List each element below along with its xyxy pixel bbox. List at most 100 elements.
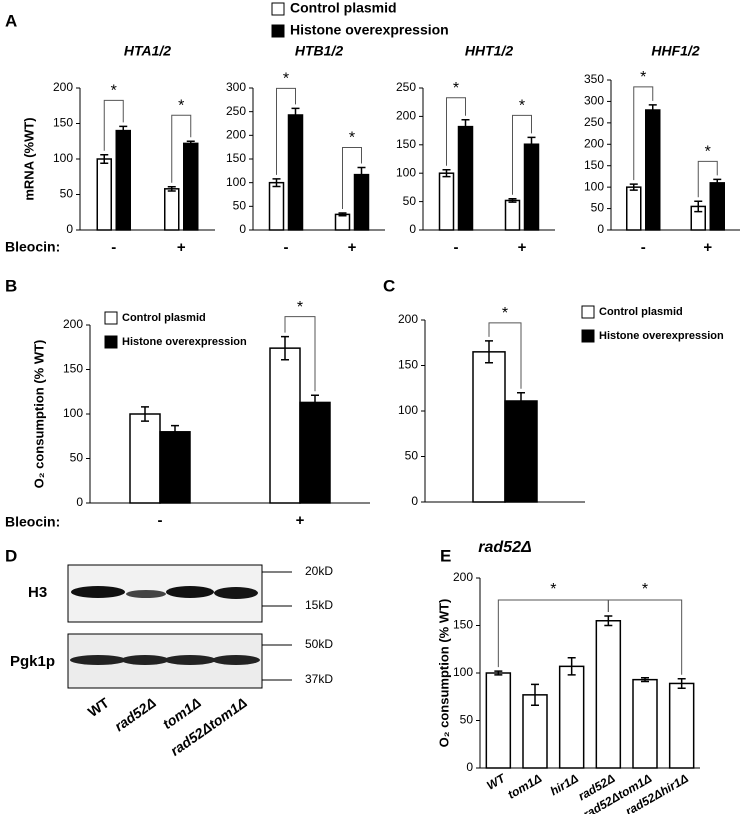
significance-bracket	[633, 86, 654, 181]
legend-label: Control plasmid	[290, 0, 397, 16]
significance-label: *	[642, 581, 648, 598]
error-bar	[517, 392, 525, 410]
marker-label: 20kD	[305, 564, 333, 578]
significance-bracket	[497, 599, 609, 668]
bar	[522, 694, 548, 769]
band	[71, 586, 125, 598]
y-tick-label: 100	[53, 151, 73, 165]
bar	[438, 172, 455, 231]
significance-label: *	[453, 80, 459, 97]
error-bar	[694, 200, 703, 213]
x-tick-label: -	[641, 239, 646, 256]
y-tick-label: 150	[453, 618, 473, 632]
bar	[129, 413, 161, 504]
legend-swatch	[581, 329, 595, 343]
x-axis-label: Bleocin:	[5, 239, 60, 255]
bar	[523, 143, 540, 231]
chart-title: HHT1/2	[465, 43, 513, 59]
significance-bracket	[607, 599, 683, 675]
y-tick-label: 100	[584, 179, 604, 193]
y-tick-label: 150	[63, 362, 83, 376]
blot-label: Pgk1p	[10, 653, 55, 670]
y-tick-label: 150	[53, 116, 73, 130]
bar	[485, 672, 512, 769]
error-bar	[272, 178, 281, 188]
significance-label: *	[283, 71, 289, 88]
error-bar	[677, 677, 686, 689]
error-bar	[567, 657, 576, 676]
y-tick-label: 150	[584, 158, 604, 172]
y-tick-label: 200	[63, 317, 83, 331]
bar	[472, 351, 506, 503]
y-tick-label: 0	[597, 222, 604, 236]
y-tick-label: 250	[396, 80, 416, 94]
x-tick-label: +	[348, 239, 357, 256]
band	[166, 586, 214, 598]
error-bar	[713, 178, 722, 188]
significance-label: *	[519, 98, 525, 115]
error-bar	[100, 153, 109, 165]
y-tick-label: 100	[63, 406, 83, 420]
bar	[159, 431, 191, 504]
legend-label: Control plasmid	[122, 312, 206, 324]
y-tick-label: 200	[584, 136, 604, 150]
chart-title: HTA1/2	[124, 43, 171, 59]
x-tick-label: -	[284, 239, 289, 256]
bar	[558, 665, 585, 769]
chart-title: HHF1/2	[651, 43, 699, 59]
legend-swatch	[104, 311, 118, 325]
panel-label: A	[5, 11, 17, 30]
bar	[457, 125, 474, 231]
bar	[504, 400, 538, 503]
bar	[353, 173, 370, 231]
lane-label: rad52Δ	[111, 694, 158, 734]
significance-label: *	[349, 130, 355, 147]
legend-label: Histone overexpression	[122, 336, 247, 348]
y-tick-label: 200	[226, 128, 246, 142]
x-tick-label: +	[177, 239, 186, 256]
legend-label: Control plasmid	[599, 306, 683, 318]
error-bar	[485, 340, 493, 364]
marker-label: 15kD	[305, 598, 333, 612]
error-bar	[141, 406, 149, 422]
legend-swatch	[581, 305, 595, 319]
band	[212, 655, 260, 665]
bar	[115, 129, 131, 231]
bar	[268, 181, 285, 231]
bar	[164, 188, 180, 231]
error-bar	[291, 107, 300, 123]
bar	[668, 682, 695, 769]
significance-label: *	[178, 97, 184, 114]
x-axis-label: Bleocin:	[5, 514, 60, 530]
y-tick-label: 100	[398, 403, 418, 417]
y-tick-label: 100	[453, 665, 473, 679]
y-tick-label: 50	[405, 449, 419, 463]
y-tick-label: 150	[226, 151, 246, 165]
significance-bracket	[342, 147, 362, 209]
y-tick-label: 300	[584, 94, 604, 108]
y-tick-label: 50	[60, 187, 74, 201]
error-bar	[648, 104, 657, 116]
x-tick-label: -	[111, 239, 116, 256]
x-tick-label: hir1Δ	[548, 771, 581, 798]
error-bar	[461, 119, 470, 135]
error-bar	[119, 125, 128, 136]
error-bar	[442, 169, 451, 178]
x-tick-label: +	[703, 239, 712, 256]
significance-bracket	[171, 114, 192, 183]
bar	[709, 182, 725, 231]
y-tick-label: 0	[239, 222, 246, 236]
y-tick-label: 250	[584, 115, 604, 129]
bar	[632, 678, 658, 769]
error-bar	[171, 424, 179, 439]
bar	[299, 401, 331, 504]
y-tick-label: 200	[396, 109, 416, 123]
bar	[645, 109, 661, 231]
y-axis-label: O₂ consumption (% WT)	[31, 340, 46, 489]
legend-swatch	[104, 335, 118, 349]
blot-label: H3	[28, 584, 47, 601]
legend-label: Histone overexpression	[599, 330, 724, 342]
y-tick-label: 50	[460, 713, 474, 727]
error-bar	[641, 677, 649, 683]
